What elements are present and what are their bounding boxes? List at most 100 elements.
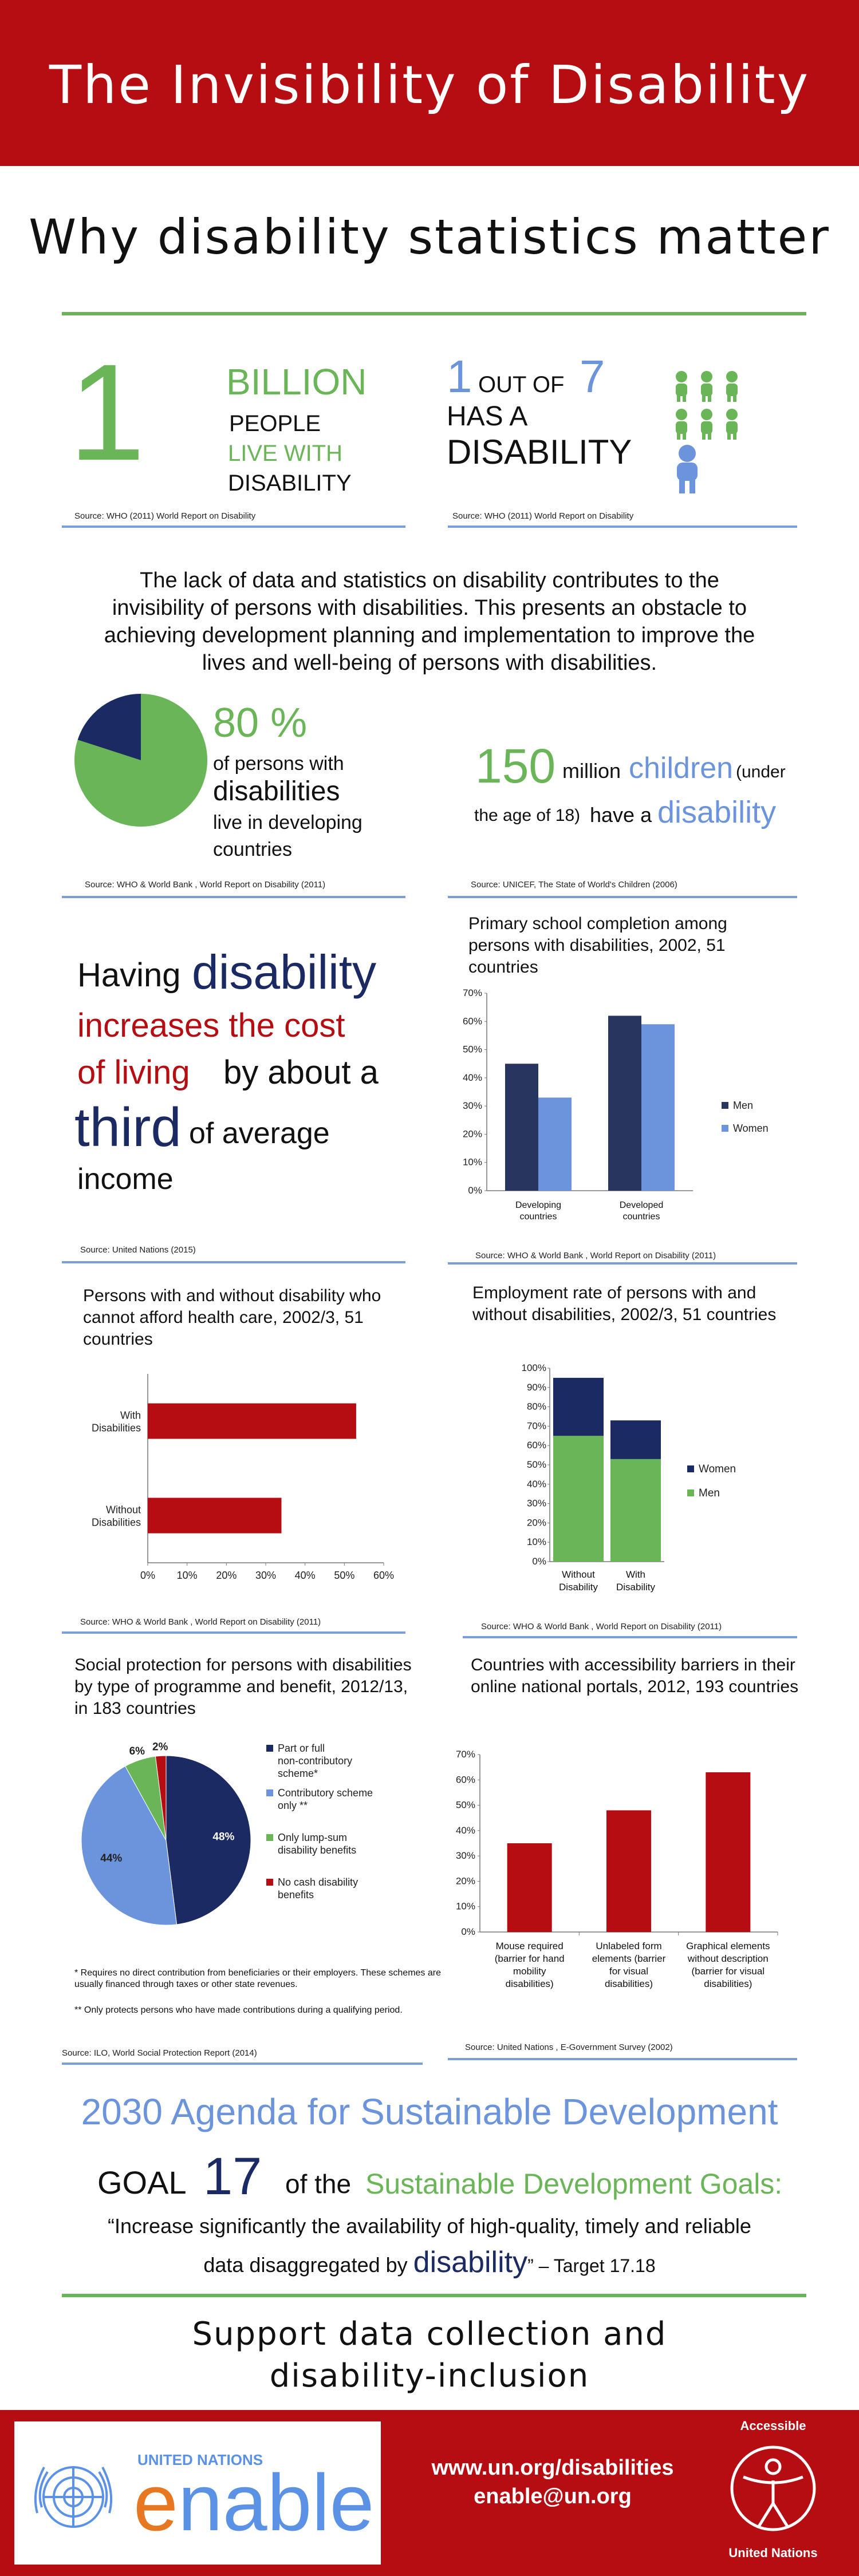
page-title: The Invisibility of Disability (0, 54, 859, 116)
enable-rest: nable (178, 2458, 375, 2547)
cost-disability: disability (192, 945, 376, 1000)
person-icon (676, 371, 687, 402)
cost-increases: increases the cost (77, 1006, 345, 1045)
legend-label: Women (733, 1123, 769, 1134)
footer-url[interactable]: www.un.org/disabilities (421, 2456, 684, 2480)
person-icon (701, 409, 712, 440)
x-tick-label: Without Disability (559, 1569, 598, 1593)
legend-swatch (687, 1490, 694, 1496)
y-tick-label: 60% (527, 1440, 546, 1451)
y-tick-label: With Disabilities (92, 1410, 141, 1434)
chart-social-protection: 48% 44% 6% 2% Part or full non-contributory sc… (69, 1735, 407, 1952)
agenda-title: 2030 Agenda for Sustainable Development (0, 2091, 859, 2133)
bar (606, 1810, 651, 1932)
y-tick-label: 40% (463, 1072, 482, 1083)
legend-swatch (722, 1102, 728, 1109)
stat-one-of: 1 (447, 350, 472, 403)
quote-disability: disability (413, 2246, 527, 2279)
divider (62, 896, 405, 898)
legend-label: Only lump-sum disability benefits (278, 1832, 356, 1856)
legend-label: Women (699, 1463, 736, 1475)
x-tick-label: 50% (334, 1570, 354, 1581)
bar-women (553, 1378, 604, 1436)
legend-label: Men (733, 1100, 753, 1111)
stat-have-a: have a (590, 803, 652, 827)
stat-has-a: HAS A (447, 401, 527, 432)
divider (448, 896, 797, 898)
source-text: Source: WHO (2011) World Report on Disab… (452, 511, 633, 521)
footnote: * Requires no direct contribution from b… (74, 1967, 441, 1990)
agenda-goal: GOAL (97, 2164, 187, 2201)
stat-people: PEOPLE (229, 411, 321, 437)
y-tick-label: 50% (527, 1459, 546, 1470)
chart-title-health: Persons with and without disability who … (83, 1285, 404, 1350)
x-tick-label: 30% (255, 1570, 276, 1581)
y-tick-label: Without Disabilities (92, 1504, 141, 1528)
legend-swatch (687, 1465, 694, 1472)
y-tick-label: 0% (468, 1185, 482, 1196)
y-tick-label: 60% (456, 1774, 475, 1785)
source-text: Source: WHO (2011) World Report on Disab… (74, 511, 255, 521)
person-icon (726, 409, 738, 440)
y-tick-label: 70% (463, 987, 482, 998)
support-line2: disability-inclusion (0, 2357, 859, 2395)
y-tick-label: 30% (456, 1850, 475, 1861)
cost-income: income (77, 1162, 174, 1196)
pie-data-label: 6% (129, 1745, 145, 1757)
agenda-goal-number: 17 (203, 2147, 262, 2207)
header-banner: The Invisibility of Disability (0, 0, 859, 166)
pie-data-label: 2% (152, 1741, 168, 1753)
chart-health-care: 0% 10% 20% 30% 40% 50% 60% With Disabilities With… (63, 1368, 407, 1591)
highlighted-person-icon (677, 445, 698, 493)
stat-line: of persons with (213, 753, 344, 775)
legend-swatch (266, 1834, 273, 1841)
x-tick-label: Developing countries (515, 1200, 561, 1222)
stat-million: million (562, 759, 621, 783)
chart-primary-school: 0% 10% 20% 30% 40% 50% 60% 70% Developing countri… (452, 987, 790, 1245)
stat-disability-blue: disability (657, 795, 776, 830)
person-icon (726, 371, 738, 402)
legend-label: Contributory scheme only ** (278, 1787, 373, 1811)
stat-line: live in developing (213, 812, 362, 834)
pie-slice (166, 1756, 251, 1925)
y-tick-label: 0% (461, 1926, 475, 1937)
cost-third: third (74, 1096, 182, 1159)
stat-line: countries (213, 839, 292, 861)
divider (62, 312, 806, 315)
x-tick-label: Developed countries (620, 1200, 664, 1222)
y-tick-label: 40% (456, 1825, 475, 1836)
support-line1: Support data collection and (0, 2316, 859, 2353)
x-tick-label: Unlabeled form elements (barrier for visua… (592, 1941, 666, 1989)
source-text: Source: WHO & World Bank , World Report … (481, 1622, 722, 1631)
legend-label: Men (699, 1487, 720, 1499)
y-tick-label: 60% (463, 1016, 482, 1026)
stat-out-of: OUT OF (478, 372, 564, 398)
cost-by-about: by about a (223, 1053, 379, 1092)
bar (706, 1772, 750, 1932)
united-nations-label: United Nations (710, 2546, 836, 2561)
legend-label: Part or full non-contributory scheme* (278, 1743, 352, 1779)
y-tick-label: 100% (522, 1362, 546, 1373)
stat-children: children (629, 751, 733, 785)
divider (62, 1631, 405, 1634)
legend-swatch (266, 1745, 273, 1752)
stat-one-number: 1 (69, 343, 145, 481)
footnote: ** Only protects persons who have made c… (74, 2005, 441, 2016)
pie-data-label: 48% (212, 1831, 234, 1843)
y-tick-label: 50% (456, 1800, 475, 1811)
y-tick-label: 10% (527, 1536, 546, 1547)
agenda-quote-line2: data disaggregated by disability” – Targ… (0, 2245, 859, 2279)
x-tick-label: 0% (140, 1570, 155, 1581)
bar-men (553, 1436, 604, 1562)
stat-80-percent: 80 % (213, 700, 307, 746)
chart-title-employment: Employment rate of persons with and with… (472, 1282, 805, 1326)
divider (62, 526, 405, 528)
stat-disability: DISABILITY (228, 471, 352, 496)
person-icon (676, 409, 687, 440)
bar (148, 1498, 281, 1534)
y-tick-label: 30% (463, 1100, 482, 1111)
chart-title-primary: Primary school completion among persons … (468, 913, 789, 978)
un-enable-logo: UNITED NATIONS enable (14, 2421, 381, 2565)
source-text: Source: United Nations (2015) (80, 1245, 196, 1255)
footer-email[interactable]: enable@un.org (421, 2484, 684, 2509)
